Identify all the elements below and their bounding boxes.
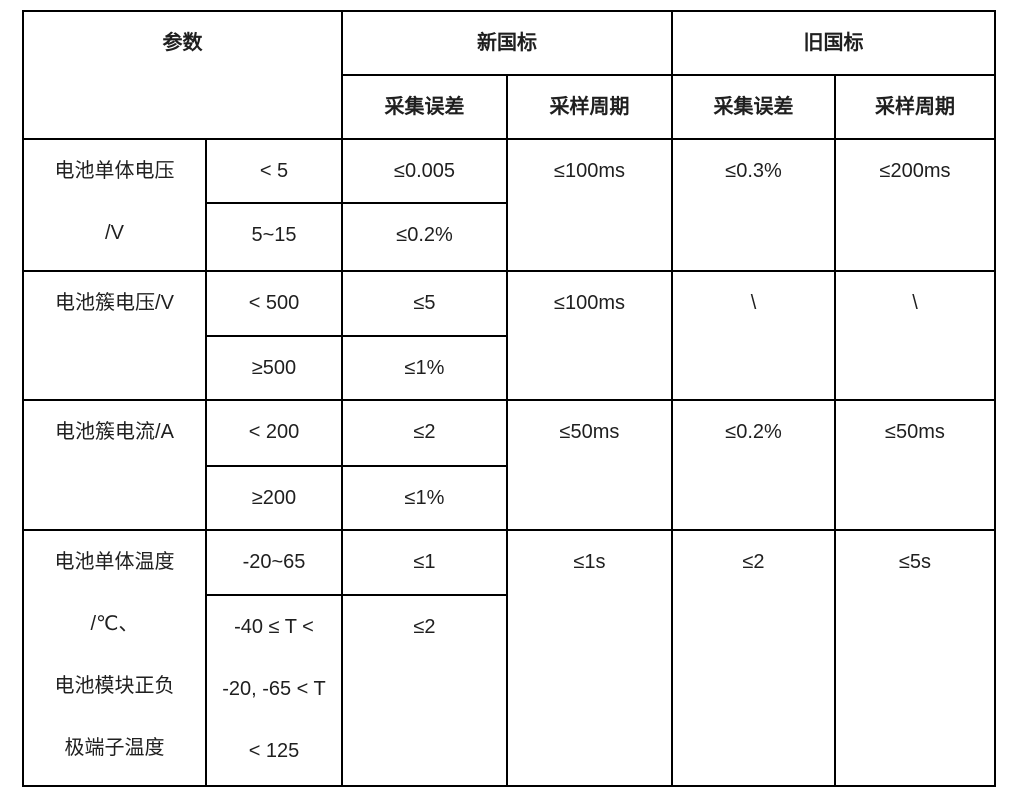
cell-voltage-old-period: ≤200ms [834, 138, 996, 272]
cell-voltage-new-error-2: ≤0.2% [341, 202, 508, 272]
cluster-current-new-error-2: ≤1% [341, 465, 508, 531]
temperature-old-period: ≤5s [834, 529, 996, 787]
cluster-current-old-error: ≤0.2% [671, 399, 836, 531]
header-row-2: 采集误差 采样周期 采集误差 采样周期 [23, 74, 996, 140]
cell-voltage-name: 电池单体电压 /V [22, 138, 207, 272]
table-row: 电池单体温度 /℃、 电池模块正负 极端子温度 -20~65 ≤1 ≤1s ≤2… [22, 529, 996, 787]
cluster-voltage-new-period: ≤100ms [506, 270, 673, 401]
table-row: 电池簇电流/A < 200 ≤2 ≤50ms ≤0.2% ≤50ms [22, 399, 996, 531]
standard-comparison-table: 参数 新国标 旧国标 采集误差 采样周期 采集误差 采样周期 电池单体电压 /V… [22, 10, 996, 787]
temperature-new-period: ≤1s [506, 529, 673, 787]
cluster-current-new-period: ≤50ms [506, 399, 673, 531]
temperature-old-error: ≤2 [671, 529, 836, 787]
cluster-voltage-name: 电池簇电压/V [22, 270, 207, 401]
cluster-current-name: 电池簇电流/A [22, 399, 207, 531]
temperature-range-1: -20~65 [205, 529, 343, 596]
cluster-voltage-new-error-1: ≤5 [341, 270, 508, 337]
cluster-voltage-new-error-2: ≤1% [341, 335, 508, 401]
table-row: -40 ≤ T < -20, -65 < T < 125 ≤2 [23, 594, 995, 787]
header-cell-new-sample-period: 采样周期 [506, 74, 673, 140]
table-row: ≥500 ≤1% [23, 335, 995, 401]
cluster-voltage-old-error: \ [671, 270, 836, 401]
cluster-voltage-old-period: \ [834, 270, 996, 401]
header-cell-old-standard: 旧国标 [671, 10, 996, 76]
header-cell-parameter: 参数 [22, 10, 343, 140]
cell-voltage-new-error-1: ≤0.005 [341, 138, 508, 204]
temperature-range-2: -40 ≤ T < -20, -65 < T < 125 [205, 594, 343, 787]
cluster-current-range-1: < 200 [205, 399, 343, 467]
cell-voltage-old-error: ≤0.3% [671, 138, 836, 272]
cluster-current-range-2: ≥200 [205, 465, 343, 531]
header-cell-old-acq-error: 采集误差 [671, 74, 836, 140]
header-cell-new-standard: 新国标 [341, 10, 673, 76]
cell-voltage-range-1: < 5 [205, 138, 343, 204]
cell-voltage-range-2: 5~15 [205, 202, 343, 272]
temperature-name: 电池单体温度 /℃、 电池模块正负 极端子温度 [22, 529, 207, 787]
table-row: 5~15 ≤0.2% [23, 202, 995, 272]
table-row: ≥200 ≤1% [23, 465, 995, 531]
header-cell-old-sample-period: 采样周期 [834, 74, 996, 140]
header-row-1: 参数 新国标 旧国标 [22, 10, 996, 140]
header-cell-new-acq-error: 采集误差 [341, 74, 508, 140]
cluster-voltage-range-1: < 500 [205, 270, 343, 337]
cluster-voltage-range-2: ≥500 [205, 335, 343, 401]
cluster-current-old-period: ≤50ms [834, 399, 996, 531]
table-row: 电池单体电压 /V < 5 ≤0.005 ≤100ms ≤0.3% ≤200ms [22, 138, 996, 272]
table-row: 电池簇电压/V < 500 ≤5 ≤100ms \ \ [22, 270, 996, 401]
cluster-current-new-error-1: ≤2 [341, 399, 508, 467]
temperature-new-error-1: ≤1 [341, 529, 508, 596]
cell-voltage-new-period: ≤100ms [506, 138, 673, 272]
temperature-new-error-2: ≤2 [341, 594, 508, 787]
